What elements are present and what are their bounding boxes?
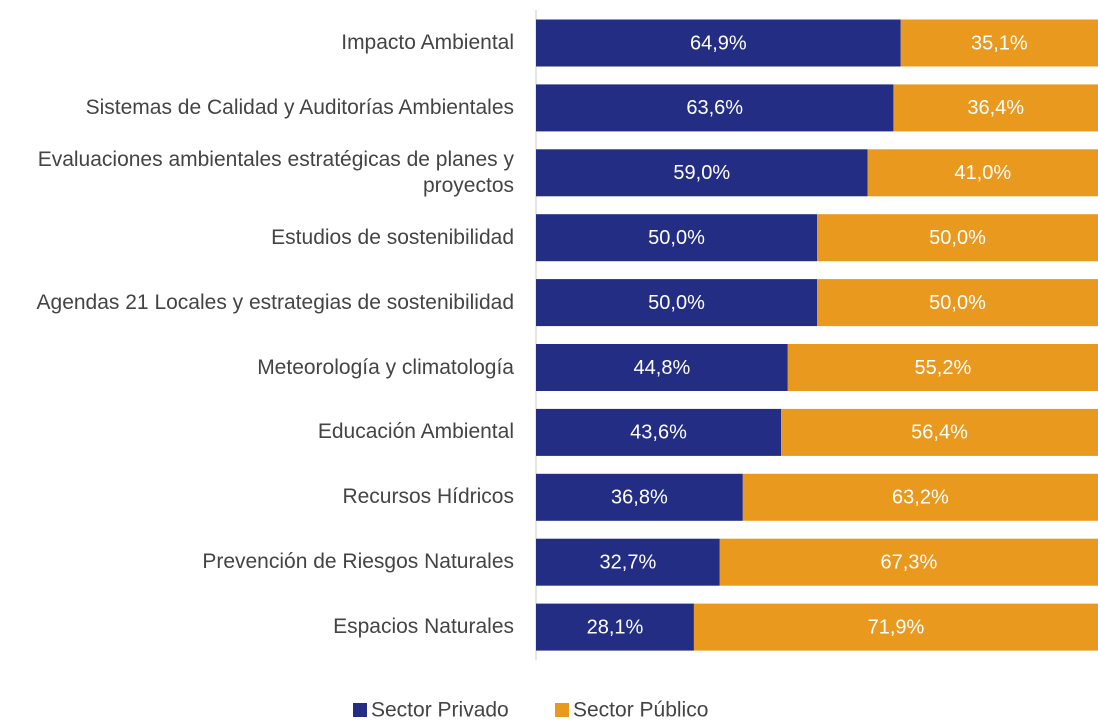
- value-label: 55,2%: [915, 357, 972, 379]
- value-label: 63,2%: [892, 487, 949, 509]
- category-label: Espacios Naturales: [333, 615, 514, 639]
- category-label: Impacto Ambiental: [341, 31, 514, 54]
- bar-segment: [893, 84, 1098, 132]
- legend-label: Sector Público: [573, 699, 708, 722]
- category-label: Estudios de sostenibilidad: [271, 225, 514, 249]
- bar-segment: [536, 149, 868, 197]
- value-label: 50,0%: [648, 227, 705, 249]
- bar-segment: [817, 214, 1098, 262]
- bar-segment: [781, 408, 1098, 456]
- bar-segment: [536, 408, 782, 456]
- bar-segment: [900, 19, 1098, 67]
- category-label: Meteorología y climatología: [257, 355, 514, 379]
- value-label: 36,4%: [967, 97, 1024, 119]
- value-label: 36,8%: [611, 487, 668, 509]
- category-label: Agendas 21 Locales y estrategias de sost…: [36, 290, 514, 314]
- value-label: 71,9%: [868, 616, 925, 638]
- value-label: 35,1%: [971, 32, 1028, 54]
- bar-segment: [742, 473, 1098, 521]
- value-label: 32,7%: [600, 551, 657, 573]
- category-label: Recursos Hídricos: [342, 485, 514, 509]
- bar-segment: [693, 603, 1098, 651]
- value-label: 43,6%: [630, 422, 687, 444]
- legend-swatch: [353, 703, 367, 717]
- category-label: Prevención de Riesgos Naturales: [202, 550, 514, 574]
- category-label: Sistemas de Calidad y Auditorías Ambient…: [85, 95, 514, 119]
- value-label: 64,9%: [690, 32, 747, 54]
- bar-segment: [719, 538, 1098, 586]
- value-label: 67,3%: [881, 551, 938, 573]
- legend-label: Sector Privado: [371, 699, 509, 722]
- bar-segment: [787, 344, 1098, 391]
- value-label: 59,0%: [673, 162, 730, 184]
- bar-segment: [536, 214, 817, 262]
- bar-segment: [536, 538, 720, 586]
- bar-segment: [536, 344, 788, 391]
- value-label: 50,0%: [929, 227, 986, 249]
- legend-swatch: [555, 703, 569, 717]
- bar-segment: [536, 19, 901, 67]
- bar-segment: [536, 603, 694, 651]
- value-label: 50,0%: [648, 292, 705, 314]
- bar-segment: [536, 84, 894, 132]
- value-label: 44,8%: [634, 357, 691, 379]
- value-label: 63,6%: [686, 97, 743, 119]
- bar-segment: [536, 279, 817, 327]
- bar-segment: [867, 149, 1098, 197]
- bar-segment: [817, 279, 1098, 327]
- category-label: Evaluaciones ambientales estratégicas de…: [37, 147, 514, 197]
- category-label: Educación Ambiental: [317, 420, 514, 444]
- bar-segment: [536, 473, 743, 521]
- value-label: 28,1%: [587, 616, 644, 638]
- value-label: 50,0%: [929, 292, 986, 314]
- value-label: 41,0%: [954, 162, 1011, 184]
- value-label: 56,4%: [911, 422, 968, 444]
